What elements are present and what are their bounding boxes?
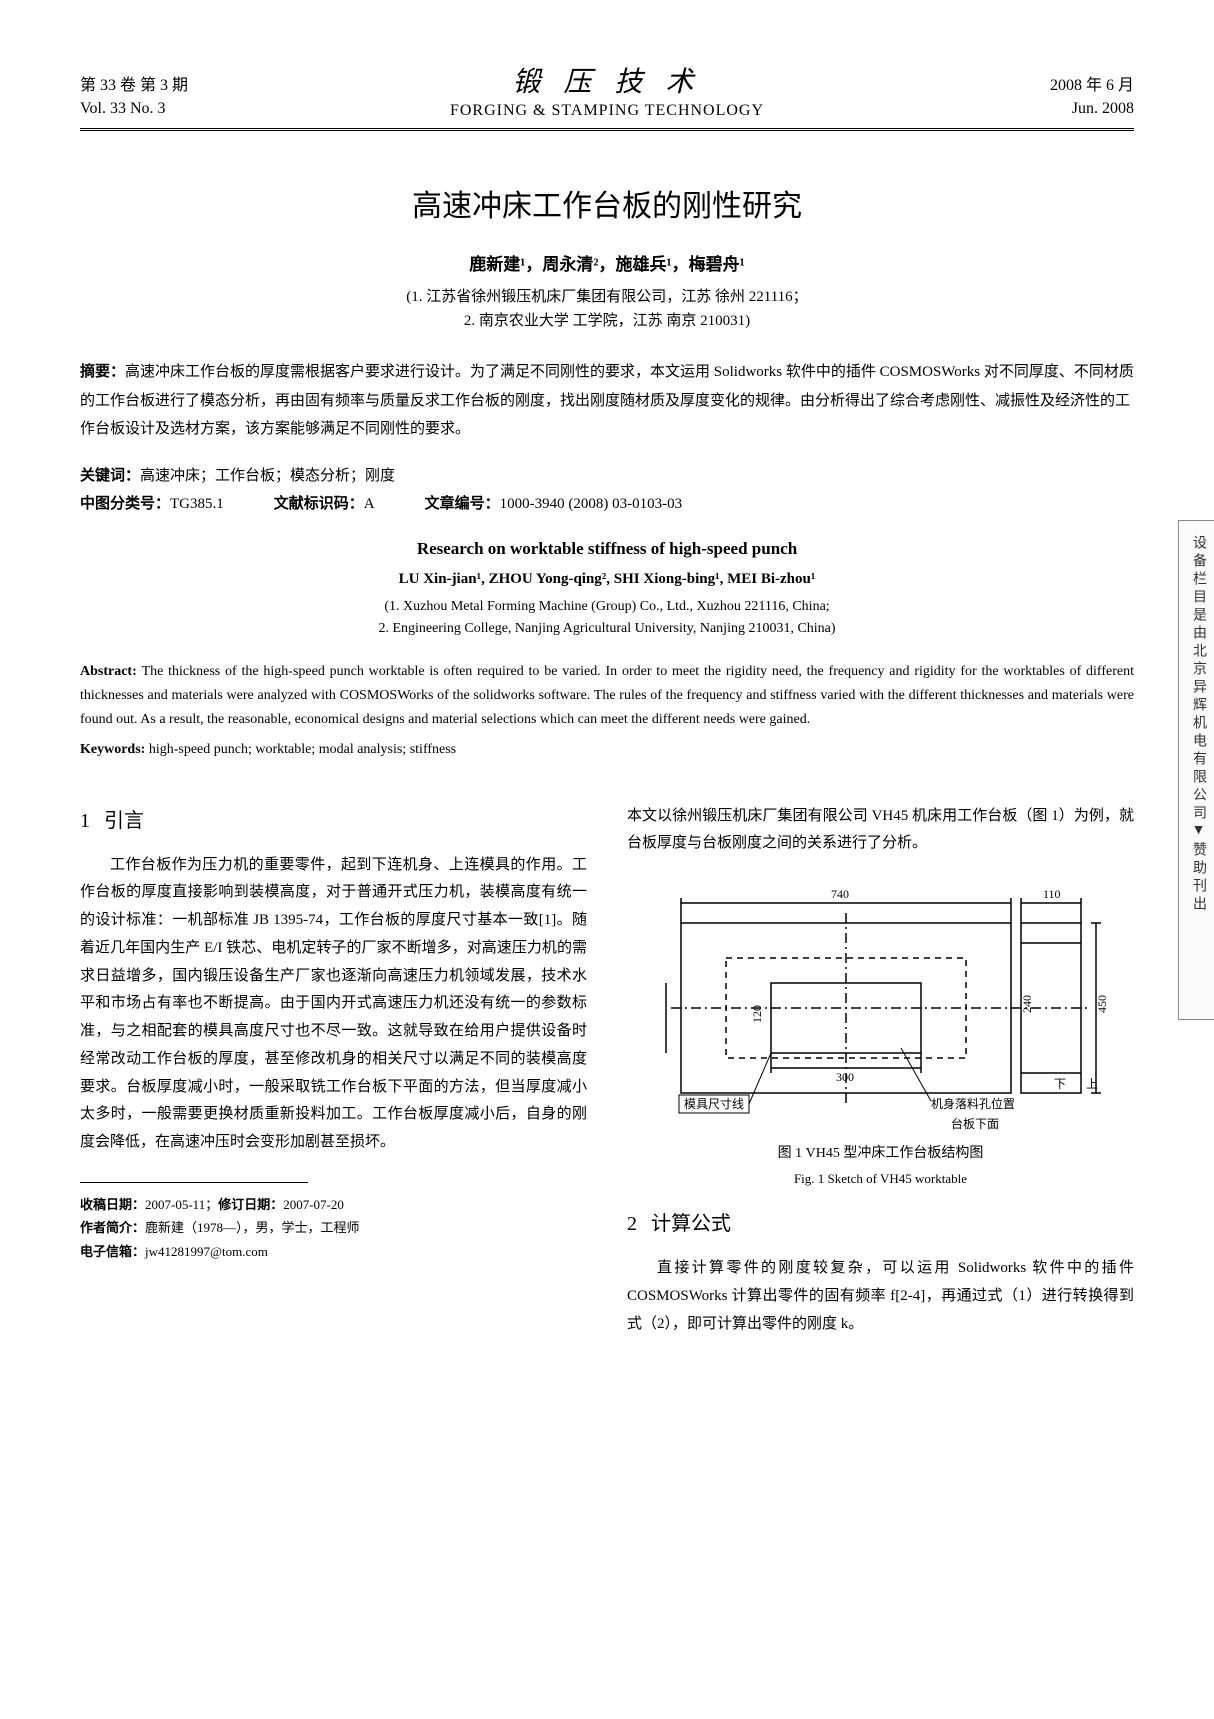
clc-label: 中图分类号： — [80, 496, 170, 512]
header-right: 2008 年 6 月 Jun. 2008 — [974, 75, 1134, 120]
section-1-heading: 1 引言 — [80, 803, 587, 840]
affil-en-1: (1. Xuzhou Metal Forming Machine (Group)… — [80, 596, 1134, 618]
date-en: Jun. 2008 — [974, 98, 1134, 120]
fig-dim-740: 740 — [831, 887, 849, 901]
abstract-cn: 摘要：高速冲床工作台板的厚度需根据客户要求进行设计。为了满足不同刚性的要求，本文… — [80, 358, 1134, 444]
section-1-title: 引言 — [104, 810, 144, 832]
doc-code-value: A — [364, 496, 375, 512]
affiliations-cn: (1. 江苏省徐州锻压机床厂集团有限公司，江苏 徐州 221116； 2. 南京… — [80, 285, 1134, 333]
fig-label-mold: 模具尺寸线 — [684, 1097, 744, 1111]
fig-label-bottom: 台板下面 — [951, 1116, 999, 1131]
keywords-en: Keywords: high-speed punch; worktable; m… — [80, 742, 1134, 758]
footer-rule — [80, 1182, 308, 1183]
figure-1: 740 110 300 120 240 450 下 上 模具尺寸线 机身落料孔位… — [627, 873, 1134, 1191]
journal-title-en: FORGING & STAMPING TECHNOLOGY — [240, 102, 974, 120]
abstract-en-text: The thickness of the high-speed punch wo… — [80, 664, 1134, 727]
email: jw41281997@tom.com — [145, 1244, 268, 1259]
fig-dim-240: 240 — [1020, 995, 1034, 1013]
email-label: 电子信箱： — [80, 1244, 145, 1259]
section-1-p1: 工作台板作为压力机的重要零件，起到下连机身、上连模具的作用。工作台板的厚度直接影… — [80, 852, 587, 1157]
page-header: 第 33 卷 第 3 期 Vol. 33 No. 3 锻 压 技 术 FORGI… — [80, 60, 1134, 131]
rev-label: 修订日期： — [218, 1197, 283, 1212]
author-bio-label: 作者简介： — [80, 1220, 145, 1235]
affil-en-2: 2. Engineering College, Nanjing Agricult… — [80, 618, 1134, 640]
fig-dim-120: 120 — [750, 1005, 764, 1023]
keywords-cn: 关键词：高速冲床；工作台板；模态分析；刚度 — [80, 462, 1134, 491]
section-2-heading: 2 计算公式 — [627, 1206, 1134, 1243]
fig-dim-110: 110 — [1043, 887, 1061, 901]
section-2-num: 2 — [627, 1213, 637, 1235]
header-center: 锻 压 技 术 FORGING & STAMPING TECHNOLOGY — [240, 60, 974, 120]
abstract-en: Abstract: The thickness of the high-spee… — [80, 660, 1134, 731]
rev-date: 2007-07-20 — [283, 1197, 344, 1212]
affil-cn-1: (1. 江苏省徐州锻压机床厂集团有限公司，江苏 徐州 221116； — [80, 285, 1134, 309]
keywords-en-text: high-speed punch; worktable; modal analy… — [149, 742, 456, 757]
fig-dim-300: 300 — [836, 1070, 854, 1084]
keywords-en-label: Keywords: — [80, 742, 149, 757]
abstract-en-label: Abstract: — [80, 664, 142, 679]
fig-dim-450: 450 — [1095, 995, 1109, 1013]
fig-label-drop: 机身落料孔位置 — [931, 1096, 1015, 1111]
recv-label: 收稿日期： — [80, 1197, 145, 1212]
header-left: 第 33 卷 第 3 期 Vol. 33 No. 3 — [80, 75, 240, 120]
doc-code-label: 文献标识码： — [274, 496, 364, 512]
footer-info: 收稿日期：2007-05-11；修订日期：2007-07-20 作者简介：鹿新建… — [80, 1193, 587, 1263]
recv-date: 2007-05-11； — [145, 1197, 218, 1212]
body-columns: 1 引言 工作台板作为压力机的重要零件，起到下连机身、上连模具的作用。工作台板的厚… — [80, 793, 1134, 1339]
section-2-p1: 直接计算零件的刚度较复杂，可以运用 Solidworks 软件中的插件 COSM… — [627, 1255, 1134, 1338]
article-title-en: Research on worktable stiffness of high-… — [80, 539, 1134, 559]
author-bio: 鹿新建（1978—），男，学士，工程师 — [145, 1220, 360, 1235]
classification-row: 中图分类号：TG385.1 文献标识码：A 文章编号：1000-3940 (20… — [80, 490, 1134, 519]
journal-title-cn: 锻 压 技 术 — [240, 60, 974, 100]
date-cn: 2008 年 6 月 — [974, 75, 1134, 97]
affil-cn-2: 2. 南京农业大学 工学院，江苏 南京 210031) — [80, 309, 1134, 333]
clc-value: TG385.1 — [170, 496, 224, 512]
authors-cn: 鹿新建¹，周永清²，施雄兵¹，梅碧舟¹ — [80, 250, 1134, 275]
section-2-title: 计算公式 — [651, 1213, 731, 1235]
volume-en: Vol. 33 No. 3 — [80, 98, 240, 120]
column-right: 本文以徐州锻压机床厂集团有限公司 VH45 机床用工作台板（图 1）为例，就台板… — [627, 793, 1134, 1339]
abstract-cn-label: 摘要： — [80, 364, 125, 380]
article-id-value: 1000-3940 (2008) 03-0103-03 — [500, 496, 682, 512]
section-1-num: 1 — [80, 810, 90, 832]
keywords-cn-text: 高速冲床；工作台板；模态分析；刚度 — [140, 468, 395, 484]
keywords-cn-label: 关键词： — [80, 468, 140, 484]
article-title-cn: 高速冲床工作台板的刚性研究 — [80, 181, 1134, 225]
column-left: 1 引言 工作台板作为压力机的重要零件，起到下连机身、上连模具的作用。工作台板的厚… — [80, 793, 587, 1339]
article-id-label: 文章编号： — [425, 496, 500, 512]
authors-en: LU Xin-jian¹, ZHOU Yong-qing², SHI Xiong… — [80, 571, 1134, 588]
figure-1-caption-en: Fig. 1 Sketch of VH45 worktable — [627, 1167, 1134, 1191]
col2-intro: 本文以徐州锻压机床厂集团有限公司 VH45 机床用工作台板（图 1）为例，就台板… — [627, 803, 1134, 859]
figure-1-svg: 740 110 300 120 240 450 下 上 模具尺寸线 机身落料孔位… — [651, 873, 1111, 1133]
affiliations-en: (1. Xuzhou Metal Forming Machine (Group)… — [80, 596, 1134, 641]
abstract-cn-text: 高速冲床工作台板的厚度需根据客户要求进行设计。为了满足不同刚性的要求，本文运用 … — [80, 364, 1134, 437]
volume-cn: 第 33 卷 第 3 期 — [80, 75, 240, 97]
figure-1-caption-cn: 图 1 VH45 型冲床工作台板结构图 — [627, 1141, 1134, 1167]
sponsor-side-tab: 设备栏目是由北京异辉机电有限公司▼赞助刊出 — [1178, 520, 1214, 1020]
fig-dim-up: 上 — [1086, 1077, 1098, 1091]
fig-dim-down: 下 — [1054, 1077, 1066, 1091]
